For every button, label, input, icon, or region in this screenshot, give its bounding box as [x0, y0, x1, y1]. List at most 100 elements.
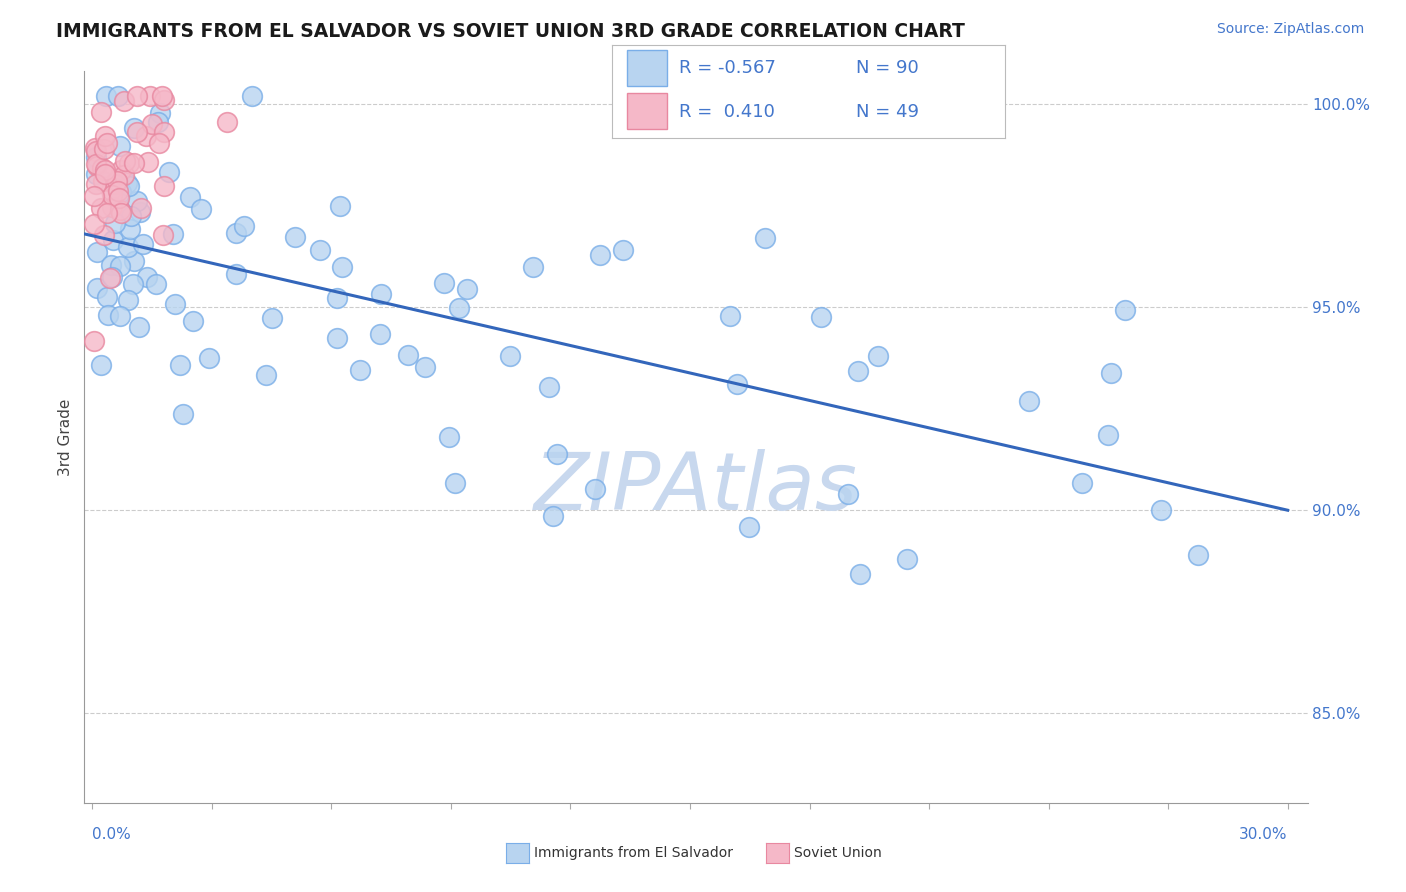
Point: [96, 206, 118, 220]
Point: [152, 88, 174, 103]
Point: [1150, 503, 1173, 517]
Point: [232, 219, 254, 233]
Point: [112, 168, 135, 182]
Text: R =  0.410: R = 0.410: [679, 103, 775, 121]
Point: [86, 281, 108, 295]
Point: [94, 167, 117, 181]
Point: [810, 310, 832, 325]
Point: [90, 358, 112, 372]
Point: [326, 331, 349, 345]
Text: N = 49: N = 49: [856, 103, 918, 121]
Point: [128, 204, 150, 219]
Point: [83, 334, 105, 348]
Point: [107, 88, 129, 103]
Point: [837, 487, 859, 501]
Point: [125, 194, 148, 208]
Point: [100, 183, 122, 197]
Point: [190, 202, 212, 216]
Point: [145, 277, 167, 291]
Point: [96, 136, 118, 151]
Point: [98, 270, 121, 285]
Point: [86, 167, 108, 181]
Point: [122, 254, 145, 268]
Point: [172, 407, 194, 421]
Point: [1097, 428, 1119, 442]
Point: [443, 475, 465, 490]
Point: [370, 286, 392, 301]
Point: [846, 364, 869, 378]
Point: [105, 173, 128, 187]
Point: [413, 359, 436, 374]
Point: [108, 259, 131, 273]
Point: [240, 88, 263, 103]
Point: [589, 248, 612, 262]
Point: [1071, 476, 1094, 491]
Point: [125, 88, 148, 103]
Point: [90, 201, 112, 215]
Point: [110, 205, 132, 219]
Point: [225, 268, 247, 282]
Point: [197, 351, 219, 365]
Point: [100, 269, 122, 284]
Point: [612, 244, 634, 258]
Point: [90, 104, 112, 119]
Point: [139, 88, 162, 103]
Point: [110, 163, 132, 178]
Point: [456, 283, 478, 297]
Point: [104, 177, 127, 191]
Point: [104, 216, 127, 230]
Point: [215, 115, 238, 129]
Point: [136, 270, 159, 285]
Point: [1099, 367, 1122, 381]
Point: [118, 156, 141, 170]
Point: [149, 106, 172, 120]
Point: [132, 236, 155, 251]
Point: [866, 349, 889, 363]
Point: [108, 139, 131, 153]
Point: [260, 311, 283, 326]
Point: [112, 94, 135, 108]
Point: [83, 217, 105, 231]
Text: Immigrants from El Salvador: Immigrants from El Salvador: [534, 846, 734, 860]
Text: N = 90: N = 90: [856, 59, 918, 77]
Text: R = -0.567: R = -0.567: [679, 59, 776, 77]
Point: [152, 227, 174, 242]
Point: [254, 368, 277, 382]
Point: [284, 230, 307, 244]
Point: [93, 142, 115, 156]
Point: [165, 297, 187, 311]
Bar: [627, 50, 666, 86]
Text: ZIPAtlas: ZIPAtlas: [534, 450, 858, 527]
Point: [96, 291, 118, 305]
Point: [169, 358, 191, 372]
Point: [94, 88, 117, 103]
Point: [94, 163, 117, 178]
Point: [125, 125, 148, 139]
Text: 30.0%: 30.0%: [1239, 827, 1288, 842]
Point: [86, 150, 108, 164]
Point: [738, 520, 761, 534]
Point: [153, 178, 176, 193]
Point: [118, 221, 141, 235]
Point: [546, 447, 568, 461]
Point: [499, 349, 522, 363]
Point: [136, 155, 159, 169]
Point: [122, 120, 145, 135]
Point: [84, 145, 107, 159]
Point: [1114, 302, 1136, 317]
Point: [447, 301, 470, 315]
Y-axis label: 3rd Grade: 3rd Grade: [58, 399, 73, 475]
Point: [100, 258, 122, 272]
Point: [101, 233, 124, 247]
Point: [754, 231, 776, 245]
Point: [370, 326, 392, 341]
Point: [135, 129, 157, 144]
Point: [148, 136, 170, 150]
Point: [157, 165, 180, 179]
Point: [179, 190, 201, 204]
Point: [433, 276, 456, 290]
Point: [101, 188, 124, 202]
Point: [120, 209, 142, 223]
Point: [121, 277, 143, 292]
Point: [309, 244, 332, 258]
